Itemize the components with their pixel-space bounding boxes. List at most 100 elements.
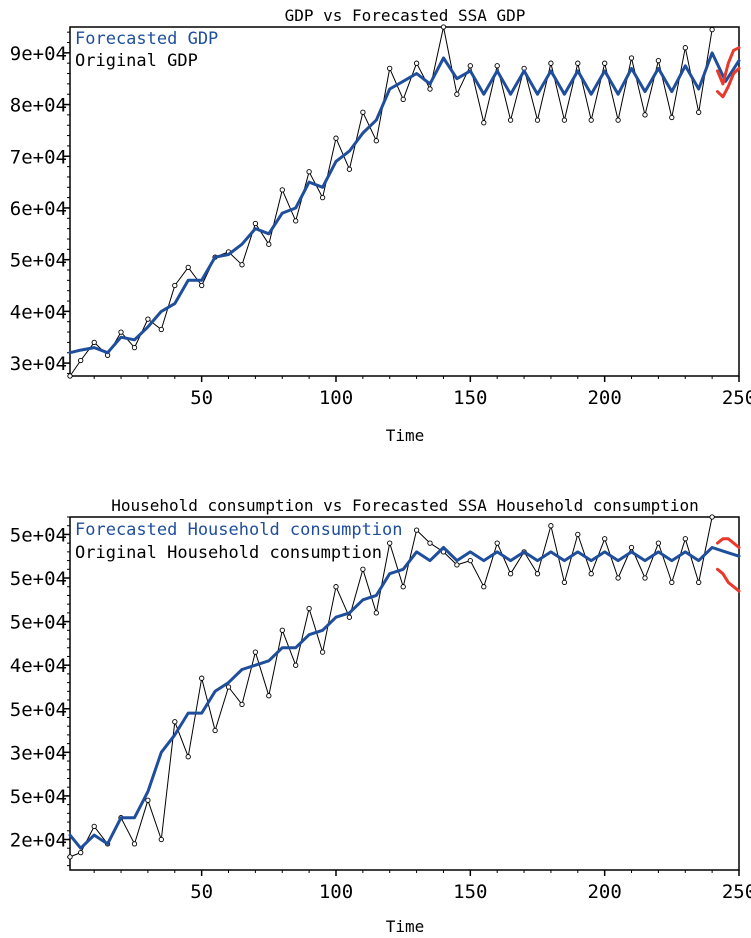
data-point bbox=[373, 610, 379, 616]
y-tick-label: 3e+04 bbox=[10, 742, 67, 764]
data-point bbox=[131, 841, 138, 847]
data-point bbox=[534, 117, 541, 123]
gdp-x-axis: 50 100 150 200 250 bbox=[93, 376, 751, 409]
household-chart-title: Household consumption vs Forecasted SSA … bbox=[111, 496, 699, 515]
data-point bbox=[91, 339, 97, 346]
data-point bbox=[266, 241, 272, 247]
series-line-forecast bbox=[68, 51, 741, 355]
data-point bbox=[319, 194, 326, 201]
household-series-group bbox=[67, 514, 741, 860]
data-point bbox=[78, 357, 84, 364]
data-point bbox=[172, 282, 178, 289]
data-point bbox=[507, 571, 514, 577]
gdp-x-axis-label: Time bbox=[386, 426, 425, 445]
data-point bbox=[293, 218, 299, 224]
y-tick-label: 6e+04 bbox=[10, 198, 67, 220]
household-legend-forecast: Forecasted Household consumption bbox=[75, 520, 403, 540]
y-tick-label: 5e+04 bbox=[10, 250, 67, 272]
gdp-panel: GDP vs Forecasted SSA GDP 3e+04 4e+04 5e+0… bbox=[10, 6, 751, 445]
data-point bbox=[642, 112, 648, 118]
data-point bbox=[266, 693, 272, 699]
series-line-bounds bbox=[716, 46, 741, 86]
data-point bbox=[696, 109, 702, 115]
data-point bbox=[588, 117, 594, 123]
data-point bbox=[400, 96, 406, 103]
x-tick-label: 150 bbox=[453, 881, 487, 903]
data-point bbox=[413, 60, 420, 66]
household-plot-area bbox=[69, 516, 740, 871]
gdp-plot-area bbox=[69, 26, 740, 377]
data-point bbox=[145, 797, 151, 803]
household-x-axis: 50 100 150 200 250 bbox=[93, 870, 751, 903]
data-point bbox=[413, 527, 420, 533]
data-point bbox=[467, 557, 473, 564]
series-line-bounds bbox=[716, 537, 741, 549]
data-point bbox=[131, 344, 138, 351]
data-point bbox=[548, 60, 554, 66]
household-legend-original: Original Household consumption bbox=[75, 543, 382, 563]
data-point bbox=[709, 26, 715, 33]
gdp-series-group bbox=[67, 24, 741, 379]
household-panel: Household consumption vs Forecasted SSA … bbox=[10, 496, 751, 936]
data-point bbox=[306, 605, 312, 612]
data-point bbox=[346, 614, 353, 620]
data-point bbox=[158, 326, 164, 333]
data-point bbox=[427, 540, 433, 546]
data-point bbox=[158, 836, 164, 843]
y-tick-label: 2e+04 bbox=[10, 829, 67, 851]
y-tick-label: 4e+04 bbox=[10, 655, 67, 677]
data-point bbox=[279, 187, 285, 193]
data-point bbox=[642, 575, 648, 581]
data-point bbox=[669, 579, 675, 586]
data-point bbox=[333, 584, 339, 590]
data-point bbox=[78, 849, 84, 856]
x-tick-label: 200 bbox=[587, 881, 621, 903]
data-point bbox=[252, 220, 259, 227]
data-point bbox=[588, 571, 594, 577]
data-point bbox=[575, 531, 581, 538]
y-tick-label: 5e+04 bbox=[10, 612, 67, 634]
data-point bbox=[628, 544, 635, 551]
data-point bbox=[172, 719, 178, 725]
data-point bbox=[212, 727, 218, 734]
y-tick-label: 4e+04 bbox=[10, 301, 67, 323]
series-line-bounds bbox=[716, 66, 741, 99]
data-point bbox=[682, 536, 688, 542]
x-tick-label: 250 bbox=[722, 387, 751, 409]
data-point bbox=[507, 117, 514, 123]
y-tick-label: 5e+04 bbox=[10, 699, 67, 721]
data-point bbox=[709, 514, 715, 520]
x-tick-label: 200 bbox=[587, 387, 621, 409]
data-point bbox=[118, 329, 124, 335]
data-point bbox=[602, 60, 608, 66]
data-point bbox=[615, 117, 621, 123]
y-tick-label: 9e+04 bbox=[10, 43, 67, 65]
data-point bbox=[494, 540, 500, 546]
data-point bbox=[185, 754, 191, 760]
data-point bbox=[481, 584, 487, 590]
data-point bbox=[534, 571, 541, 577]
x-tick-label: 50 bbox=[190, 387, 213, 409]
data-point bbox=[400, 584, 406, 590]
data-point bbox=[199, 282, 205, 289]
data-point bbox=[669, 114, 675, 121]
series-line-forecast bbox=[68, 546, 741, 850]
data-point bbox=[696, 579, 702, 586]
household-x-axis-label: Time bbox=[386, 917, 425, 936]
data-point bbox=[360, 109, 366, 115]
y-tick-label: 3e+04 bbox=[10, 353, 67, 375]
data-point bbox=[225, 684, 232, 690]
data-point bbox=[628, 55, 635, 61]
series-line-bounds bbox=[716, 567, 741, 593]
data-point bbox=[185, 264, 191, 271]
y-tick-label: 5e+04 bbox=[10, 524, 67, 546]
data-point bbox=[427, 86, 433, 92]
data-point bbox=[333, 135, 339, 141]
data-point bbox=[682, 45, 688, 51]
x-tick-label: 250 bbox=[722, 881, 751, 903]
data-point bbox=[440, 549, 447, 555]
data-point bbox=[494, 63, 500, 69]
data-point bbox=[91, 823, 97, 830]
y-tick-label: 5e+04 bbox=[10, 568, 67, 590]
data-point bbox=[67, 373, 73, 379]
